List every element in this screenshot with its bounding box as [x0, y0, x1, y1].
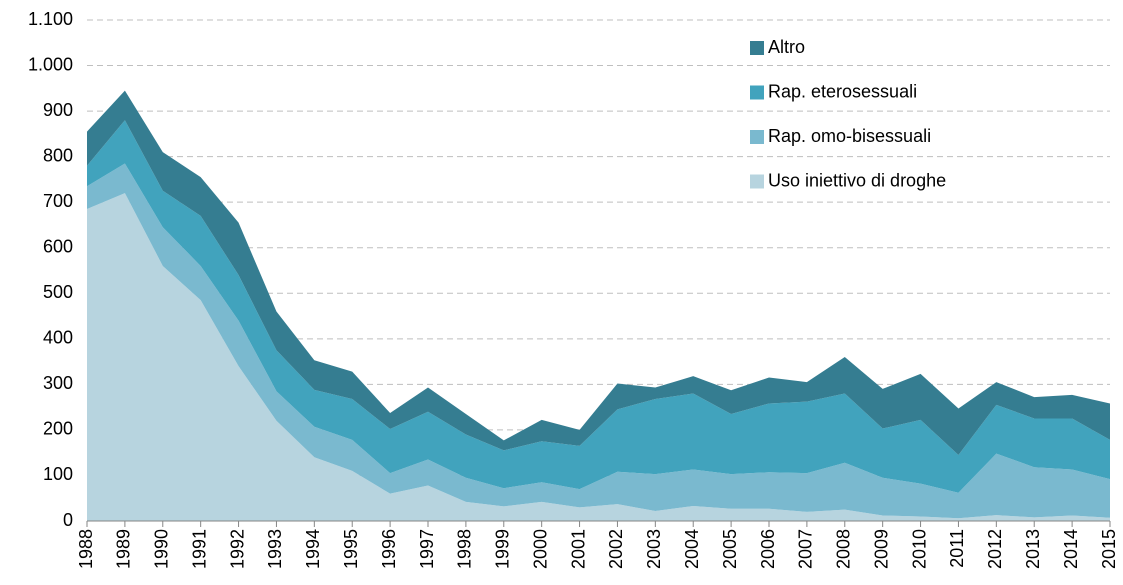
- legend-swatch: [750, 174, 764, 189]
- y-tick-label: 200: [43, 419, 73, 439]
- x-tick-label: 1998: [455, 529, 475, 569]
- x-tick-label: 2014: [1061, 529, 1081, 569]
- y-tick-label: 600: [43, 236, 73, 256]
- x-tick-label: 2005: [720, 529, 740, 569]
- x-tick-label: 2012: [985, 529, 1005, 569]
- legend-swatch: [750, 85, 764, 100]
- y-tick-label: 700: [43, 191, 73, 211]
- y-tick-label: 400: [43, 328, 73, 348]
- y-tick-label: 500: [43, 282, 73, 302]
- x-tick-label: 1990: [152, 529, 172, 569]
- y-tick-label: 300: [43, 373, 73, 393]
- x-tick-label: 2008: [834, 529, 854, 569]
- x-tick-label: 2011: [947, 529, 967, 568]
- x-tick-label: 2000: [530, 529, 550, 569]
- x-tick-label: 2010: [909, 529, 929, 569]
- x-tick-label: 2013: [1023, 529, 1043, 569]
- x-tick-label: 1988: [76, 529, 96, 569]
- legend-label: Altro: [768, 37, 805, 57]
- x-tick-label: 1991: [189, 529, 209, 569]
- legend-label: Rap. omo-bisessuali: [768, 126, 931, 146]
- y-tick-label: 800: [43, 145, 73, 165]
- x-tick-label: 1995: [341, 529, 361, 569]
- y-tick-label: 1.000: [28, 54, 73, 74]
- x-tick-label: 1992: [227, 529, 247, 569]
- y-tick-label: 1.100: [28, 9, 73, 29]
- legend-label: Uso iniettivo di droghe: [768, 170, 946, 190]
- x-tick-label: 2002: [606, 529, 626, 569]
- x-tick-label: 2015: [1099, 529, 1119, 569]
- y-tick-label: 0: [63, 510, 73, 530]
- area: [87, 193, 1110, 521]
- x-tick-label: 1997: [417, 529, 437, 569]
- x-tick-label: 2001: [568, 529, 588, 569]
- x-tick-label: 2003: [644, 529, 664, 569]
- x-tick-label: 1996: [379, 529, 399, 569]
- x-tick-label: 2004: [682, 529, 702, 569]
- legend-label: Rap. eterosessuali: [768, 81, 917, 101]
- legend-swatch: [750, 41, 764, 55]
- area: [87, 163, 1110, 519]
- legend-swatch: [750, 130, 764, 144]
- y-tick-label: 100: [43, 464, 73, 484]
- y-tick-label: 900: [43, 100, 73, 120]
- area: [87, 120, 1110, 493]
- x-tick-label: 1999: [493, 529, 513, 569]
- x-tick-label: 2006: [758, 529, 778, 569]
- x-tick-label: 2007: [796, 529, 816, 569]
- x-tick-label: 2009: [871, 529, 891, 569]
- x-tick-label: 1994: [303, 529, 323, 569]
- x-tick-label: 1989: [114, 529, 134, 569]
- x-tick-label: 1993: [265, 529, 285, 569]
